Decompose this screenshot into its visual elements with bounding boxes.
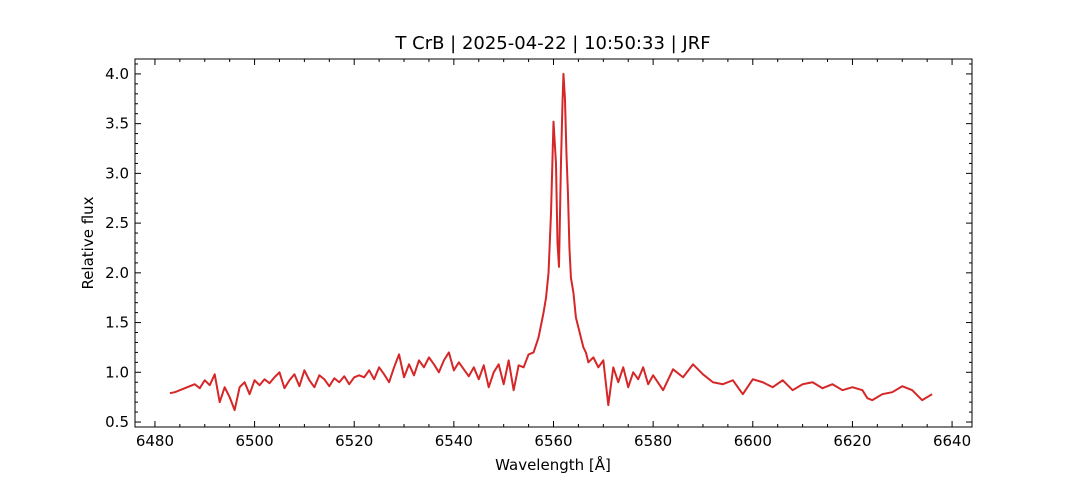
y-tick-label: 3.5 [105,115,129,133]
x-tick-label: 6480 [136,432,174,450]
y-tick-label: 4.0 [105,65,129,83]
y-tick-label: 1.5 [105,314,129,332]
y-tick-label: 2.0 [105,264,129,282]
y-axis-label: Relative flux [79,196,97,289]
x-tick-label: 6540 [435,432,473,450]
y-tick-label: 1.0 [105,363,129,381]
plot-frame [134,58,973,428]
y-tick-label: 3.0 [105,164,129,182]
x-tick-label: 6500 [235,432,273,450]
y-tick-label: 2.5 [105,214,129,232]
axis-ticks [135,59,972,427]
x-tick-label: 6520 [335,432,373,450]
spectrum-series-line [169,72,933,412]
chart-title: T CrB | 2025-04-22 | 10:50:33 | JRF [394,33,710,54]
x-tick-label: 6560 [534,432,572,450]
y-tick-label: 0.5 [105,413,129,431]
x-tick-label: 6600 [734,432,772,450]
x-tick-label: 6580 [634,432,672,450]
x-tick-label: 6640 [933,432,971,450]
plot-area [169,72,933,412]
tick-labels: 6480 6500 6520 6540 6560 6580 6600 6620 6640 0.5 1… [105,65,971,450]
x-tick-label: 6620 [833,432,871,450]
x-axis-label: Wavelength [Å] [495,455,611,474]
